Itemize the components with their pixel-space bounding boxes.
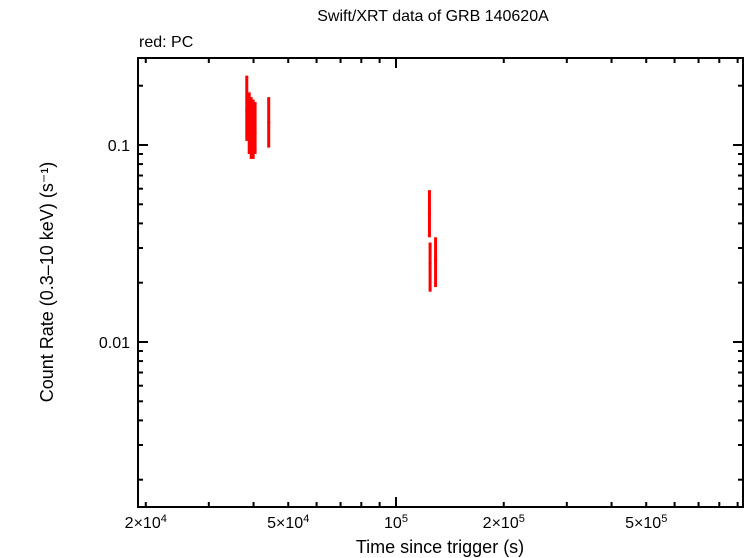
y-axis-label: Count Rate (0.3–10 keV) (s⁻¹) [37,162,57,403]
x-tick-label: 2×105 [483,513,525,532]
axis-ticks [138,58,743,507]
x-axis-label: Time since trigger (s) [356,537,524,557]
x-tick-labels: 2×104 5×104 105 2×105 5×105 [125,513,668,532]
chart-title: Swift/XRT data of GRB 140620A [317,8,549,25]
x-tick-label: 2×104 [125,513,167,532]
x-tick-label: 105 [384,513,408,532]
y-tick-label: 0.01 [99,335,130,352]
data-series-pc [245,75,438,292]
y-tick-labels: 0.01 0.1 [99,138,130,352]
plot-frame [137,57,744,508]
legend-note: red: PC [139,34,194,51]
x-tick-label: 5×104 [267,513,309,532]
x-tick-label: 5×105 [625,513,667,532]
y-tick-label: 0.1 [108,138,130,155]
